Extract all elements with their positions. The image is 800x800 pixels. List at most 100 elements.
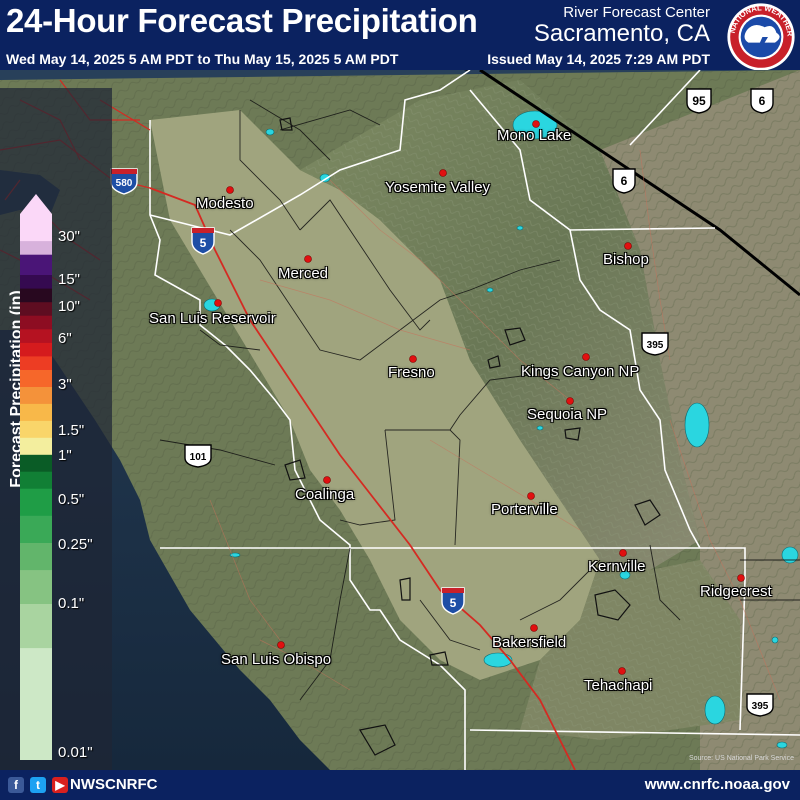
cwa-boundaries xyxy=(149,70,800,770)
hwy-label: 95 xyxy=(692,94,706,108)
city-dot-ridgecrest xyxy=(737,574,745,582)
legend-label: 30" xyxy=(58,228,81,245)
legend-label: 0.5" xyxy=(58,491,85,508)
city-dot-fresno xyxy=(409,355,417,363)
hwy-label: 395 xyxy=(647,340,664,351)
us-6-shield-north: 6 xyxy=(750,88,774,114)
city-dot-yosemite-valley xyxy=(439,169,447,177)
legend-arrow-cap xyxy=(20,194,52,214)
place-label: Mono Lake xyxy=(497,127,572,144)
city-dot-kings-canyon xyxy=(582,353,590,361)
footer: f t ▶ NWSCNRFC www.cnrfc.noaa.gov xyxy=(0,770,800,800)
map-title: 24-Hour Forecast Precipitation xyxy=(6,2,478,39)
legend-swatch xyxy=(20,604,52,649)
place-label: Bishop xyxy=(603,251,649,268)
twitter-icon[interactable]: t xyxy=(30,777,46,793)
interstate-580-shield: 580 xyxy=(110,168,138,195)
legend-label: 15" xyxy=(58,271,81,288)
place-label: Sequoia NP xyxy=(527,406,608,423)
place-label: San Luis Reservoir xyxy=(149,310,276,327)
place-label: Porterville xyxy=(491,501,558,518)
us-101-shield: 101 xyxy=(184,444,212,468)
youtube-icon[interactable]: ▶ xyxy=(52,777,68,793)
legend-swatch xyxy=(20,471,52,490)
place-label: Modesto xyxy=(196,195,254,212)
city-dots xyxy=(214,120,745,675)
valid-period: Wed May 14, 2025 5 AM PDT to Thu May 15,… xyxy=(6,51,399,67)
place-label: Kings Canyon NP xyxy=(521,363,640,380)
legend-swatch xyxy=(20,648,52,760)
hwy-label: 6 xyxy=(621,174,628,188)
city-dot-san-luis-reservoir xyxy=(214,299,222,307)
city-dot-porterville xyxy=(527,492,535,500)
legend-swatch xyxy=(20,387,52,405)
facebook-icon[interactable]: f xyxy=(8,777,24,793)
legend-swatch xyxy=(20,254,52,276)
city-dot-bishop xyxy=(624,242,632,250)
hwy-label: 580 xyxy=(116,178,133,189)
legend-label: 10" xyxy=(58,298,81,315)
legend-swatch xyxy=(20,302,52,317)
tehachapi-relief xyxy=(520,560,740,740)
rfc-location: Sacramento, CA xyxy=(533,20,710,47)
interstate-5-shield-south: 5 xyxy=(441,587,465,615)
legend-swatch xyxy=(20,370,52,388)
us-95-shield: 95 xyxy=(686,88,712,114)
website-link[interactable]: www.cnrfc.noaa.gov xyxy=(644,776,790,793)
minor-roads xyxy=(209,149,781,701)
hwy-label: 6 xyxy=(759,94,766,108)
legend-swatch xyxy=(20,356,52,371)
nws-logo-icon[interactable]: NATIONAL WEATHER SERVICE xyxy=(726,2,796,72)
place-label: Bakersfield xyxy=(492,634,567,651)
park-outlines xyxy=(279,117,661,756)
issued-time: Issued May 14, 2025 7:29 AM PDT xyxy=(487,51,710,67)
state-line-ca-nv xyxy=(479,70,800,297)
city-dot-coalinga xyxy=(323,476,331,484)
place-label: Yosemite Valley xyxy=(385,179,491,196)
legend-label: 1.5" xyxy=(58,422,85,439)
legend-swatch xyxy=(20,403,52,422)
owens-lake xyxy=(684,402,710,448)
city-dot-bakersfield xyxy=(530,624,538,632)
legend-panel: Forecast Precipitation (in) 30" 15" 10" 6" 3… xyxy=(0,88,112,770)
legend-swatch xyxy=(20,488,52,517)
legend-label: 0.1" xyxy=(58,595,85,612)
place-label: Fresno xyxy=(388,364,435,381)
social-handle[interactable]: NWSCNRFC xyxy=(70,776,158,793)
legend-swatch xyxy=(20,241,52,256)
place-label: Ridgecrest xyxy=(700,583,772,600)
legend-swatch xyxy=(20,515,52,544)
map-canvas: 580 5 5 95 6 6 395 xyxy=(0,70,800,770)
legend-label: 6" xyxy=(58,330,72,347)
sierra-relief xyxy=(300,80,700,570)
county-lines xyxy=(159,99,800,701)
place-label: Merced xyxy=(278,265,329,282)
city-dot-tehachapi xyxy=(618,667,626,675)
legend-label: 0.01" xyxy=(58,744,93,761)
city-dot-merced xyxy=(304,255,312,263)
legend-swatch xyxy=(20,543,52,571)
header: 24-Hour Forecast Precipitation Wed May 1… xyxy=(0,0,800,72)
us-395-shield-south: 395 xyxy=(746,693,774,717)
legend-label: 0.25" xyxy=(58,536,93,553)
legend-swatch xyxy=(20,420,52,439)
legend-swatch xyxy=(20,437,52,456)
legend-swatch xyxy=(20,214,52,242)
legend-color-bar xyxy=(20,194,52,760)
hwy-label: 101 xyxy=(190,452,207,463)
legend-label: 1" xyxy=(58,447,72,464)
central-valley xyxy=(150,110,600,680)
city-dot-sequoia xyxy=(566,397,574,405)
precipitation-map: 580 5 5 95 6 6 395 xyxy=(0,70,800,770)
us-395-shield-north: 395 xyxy=(641,332,669,356)
us-6-shield-south: 6 xyxy=(612,168,636,194)
hwy-label: 395 xyxy=(752,701,769,712)
hwy-label: 5 xyxy=(200,236,207,250)
data-credit: Source: US National Park Service xyxy=(688,755,794,762)
city-dot-modesto xyxy=(226,186,234,194)
city-dot-kernville xyxy=(619,549,627,557)
legend-swatch xyxy=(20,329,52,344)
legend-swatch xyxy=(20,570,52,605)
legend-swatch xyxy=(20,342,52,357)
place-label: Kernville xyxy=(588,558,646,575)
